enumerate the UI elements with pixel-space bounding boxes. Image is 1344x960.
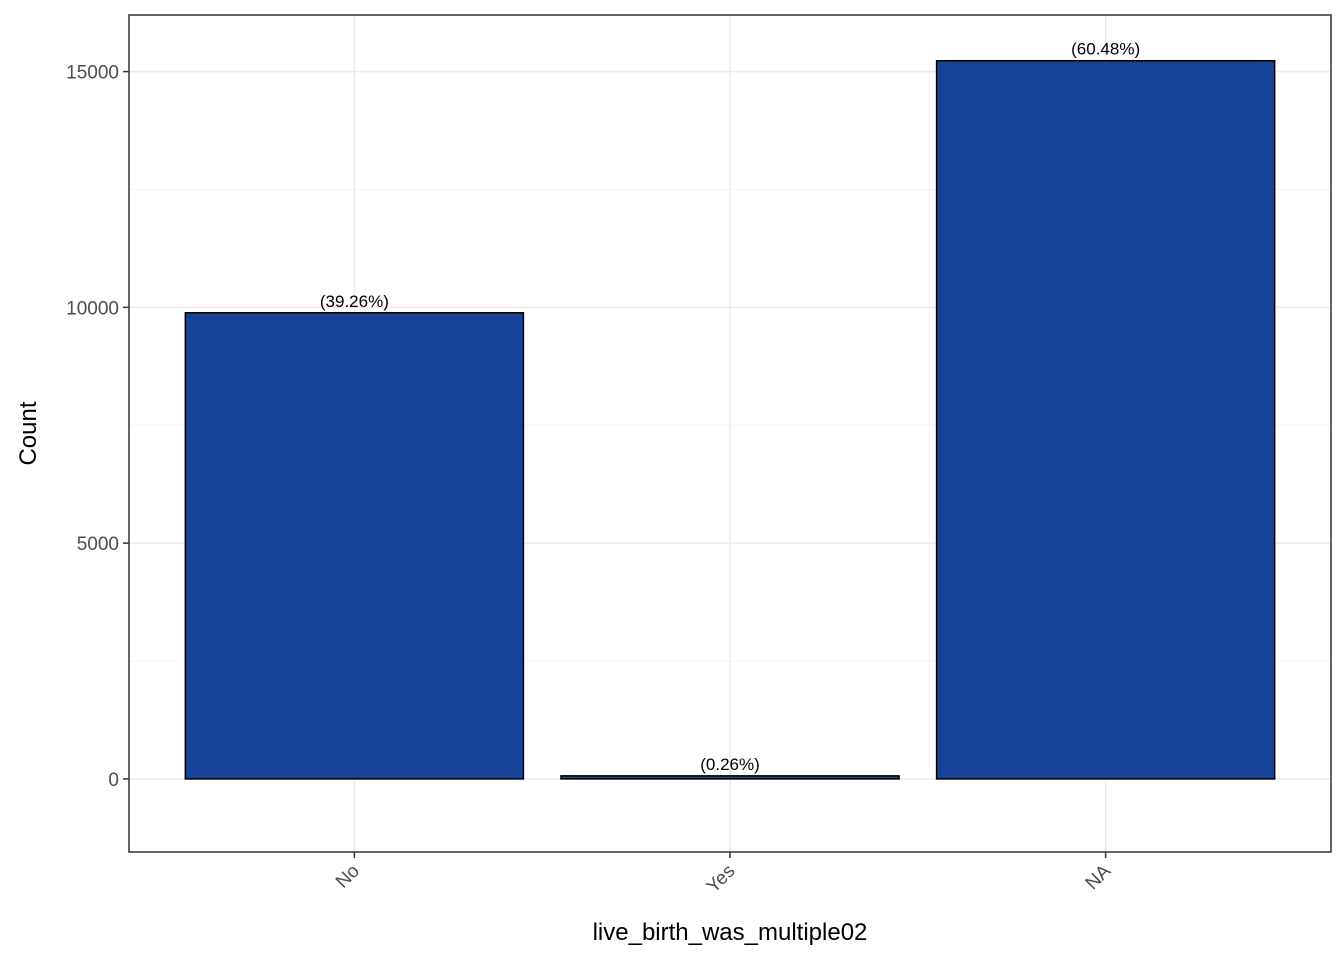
y-axis-title: Count — [15, 401, 42, 465]
x-axis-title: live_birth_was_multiple02 — [593, 919, 868, 946]
data-label-yes: (0.26%) — [700, 755, 760, 774]
bars — [184, 59, 1276, 780]
bar-na — [935, 59, 1276, 780]
bar-yes — [560, 775, 900, 780]
y-tick-label: 0 — [108, 770, 119, 791]
y-tick-label: 5000 — [77, 534, 119, 555]
data-label-na: (60.48%) — [1071, 40, 1140, 59]
data-labels: (39.26%) (0.26%) (60.48%) — [320, 40, 1140, 774]
y-tick-label: 15000 — [66, 63, 119, 84]
y-axis: 0 5000 10000 15000 — [66, 63, 129, 791]
y-tick-label: 10000 — [66, 298, 119, 319]
bar-no — [184, 312, 525, 780]
data-label-no: (39.26%) — [320, 292, 389, 311]
